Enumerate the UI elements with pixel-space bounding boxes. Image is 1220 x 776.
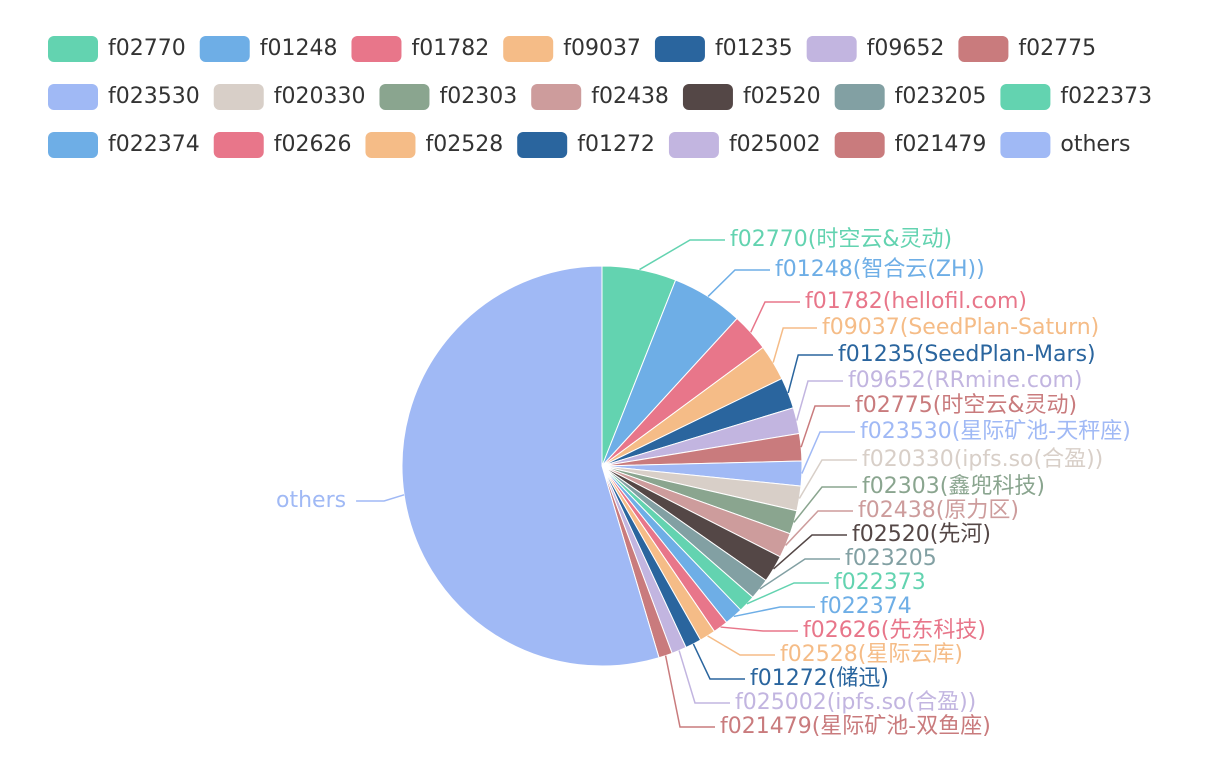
label-line [746, 582, 829, 605]
slice-label: f022373 [834, 570, 926, 595]
legend-label[interactable]: f022374 [108, 132, 200, 157]
legend-swatch[interactable] [531, 84, 582, 110]
slice-label: f02303(鑫兜科技) [862, 474, 1045, 499]
slice-label: f01782(hellofil.com) [805, 289, 1027, 314]
label-line [801, 431, 855, 474]
legend-label[interactable]: f09652 [867, 36, 945, 61]
slice-label: f02438(原力区) [858, 498, 1019, 523]
legend-swatch[interactable] [958, 36, 1009, 62]
legend-swatch[interactable] [834, 132, 885, 158]
label-line [750, 301, 800, 333]
slice-label: f020330(ipfs.so(合盈)) [862, 447, 1103, 472]
label-line [772, 327, 817, 363]
slice-label: f023205 [845, 546, 937, 571]
label-line [707, 269, 770, 297]
legend-swatch[interactable] [1000, 84, 1051, 110]
legend-label[interactable]: f09037 [563, 36, 641, 61]
slice-label: f01248(智合云(ZH)) [775, 257, 985, 282]
legend-swatch[interactable] [503, 36, 554, 62]
label-line [639, 239, 725, 271]
legend-label[interactable]: f01235 [715, 36, 793, 61]
pie-slice[interactable] [401, 265, 660, 667]
slice-label: f025002(ipfs.so(合盈)) [735, 690, 976, 715]
legend-swatch[interactable] [48, 132, 98, 158]
label-line [787, 354, 833, 394]
legend-swatch[interactable] [213, 132, 264, 158]
label-line [720, 626, 798, 632]
slice-label: f09652(RRmine.com) [848, 368, 1082, 393]
legend-swatch[interactable] [213, 84, 264, 110]
slice-label: f022374 [820, 594, 912, 619]
label-line [707, 635, 775, 656]
legend-label[interactable]: f020330 [274, 84, 366, 109]
legend-swatch[interactable] [834, 84, 885, 110]
slice-label: f01235(SeedPlan-Mars) [838, 342, 1096, 367]
label-line [733, 606, 815, 618]
legend-label[interactable]: f02775 [1018, 36, 1096, 61]
label-line [796, 380, 843, 421]
legend-label[interactable]: f02770 [108, 36, 186, 61]
legend-swatch[interactable] [199, 36, 250, 62]
label-line [664, 655, 715, 728]
slice-label: others [276, 488, 346, 513]
legend-swatch[interactable] [654, 36, 705, 62]
legend-swatch[interactable] [48, 84, 98, 110]
label-line [759, 558, 840, 590]
legend-label[interactable]: f02528 [425, 132, 503, 157]
slice-label: f02626(先东科技) [803, 618, 986, 643]
legend-label[interactable]: f02438 [591, 84, 669, 109]
legend-label[interactable]: f023205 [895, 84, 987, 109]
legend-swatch[interactable] [1000, 132, 1051, 158]
legend-swatch[interactable] [668, 132, 719, 158]
legend-label[interactable]: f02303 [439, 84, 517, 109]
slice-label: f01272(储迅) [750, 666, 889, 691]
legend-label[interactable]: f01248 [260, 36, 338, 61]
legend-label[interactable]: f025002 [729, 132, 821, 157]
slice-label: f021479(星际矿池-双鱼座) [720, 714, 991, 739]
legend-swatch[interactable] [517, 132, 568, 158]
legend-label[interactable]: f022373 [1060, 84, 1152, 109]
label-line [793, 486, 857, 523]
legend-label[interactable]: f021479 [895, 132, 987, 157]
label-line [678, 650, 730, 704]
slice-label: f02520(先河) [852, 522, 991, 547]
legend-label[interactable]: f01782 [411, 36, 489, 61]
label-line [798, 459, 857, 499]
legend-swatch[interactable] [379, 84, 430, 110]
label-line [773, 534, 847, 570]
slice-label: f02770(时空云&灵动) [730, 227, 952, 252]
label-line [692, 643, 745, 680]
legend-label[interactable]: f023530 [108, 84, 200, 109]
legend-swatch[interactable] [682, 84, 733, 110]
label-line [356, 494, 405, 502]
slice-label: f023530(星际矿池-天秤座) [860, 419, 1131, 444]
slice-label: f02775(时空云&灵动) [855, 393, 1077, 418]
slice-label: f09037(SeedPlan-Saturn) [822, 315, 1099, 340]
legend-label[interactable]: f01272 [577, 132, 655, 157]
legend-swatch[interactable] [351, 36, 402, 62]
legend-swatch[interactable] [365, 132, 416, 158]
legend-label[interactable]: f02626 [274, 132, 352, 157]
label-line [785, 510, 853, 546]
slice-label: f02528(星际云库) [780, 642, 963, 667]
legend-label[interactable]: others [1060, 132, 1130, 157]
legend-swatch[interactable] [48, 36, 98, 62]
legend-label[interactable]: f02520 [743, 84, 821, 109]
label-line [800, 405, 850, 448]
legend-swatch[interactable] [806, 36, 857, 62]
